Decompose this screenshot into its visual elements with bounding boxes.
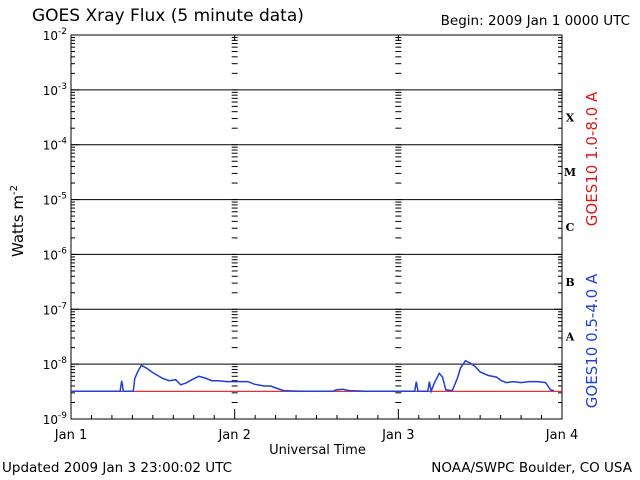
legend-long-channel: GOES10 1.0-8.0 A	[583, 91, 601, 227]
flare-class-labels: A B C M X	[564, 111, 576, 343]
minor-ticks	[71, 37, 562, 420]
flare-class-label: X	[566, 111, 575, 124]
credit-text: NOAA/SWPC Boulder, CO USA	[431, 460, 632, 476]
updated-timestamp: Updated 2009 Jan 3 23:00:02 UTC	[2, 460, 233, 476]
x-tick-label: Jan 4	[545, 428, 578, 443]
flare-class-label: A	[565, 331, 575, 344]
x-tick-labels: Jan 1 Jan 2 Jan 3 Jan 4	[54, 428, 578, 443]
series-line	[71, 359, 554, 395]
series-lines	[71, 359, 562, 395]
gridlines	[71, 89, 562, 365]
y-axis-label: Watts m-2	[9, 185, 27, 258]
flare-class-label: M	[564, 166, 576, 179]
y-tick-label: 10-5	[43, 192, 67, 208]
flare-class-label: B	[565, 276, 574, 289]
legend-short-channel: GOES10 0.5-4.0 A	[583, 273, 601, 409]
x-tick-label: Jan 2	[217, 428, 250, 443]
x-axis-label: Universal Time	[269, 443, 366, 458]
y-tick-label: 10-4	[43, 137, 68, 153]
y-tick-label: 10-3	[43, 82, 67, 98]
plot-frame	[70, 34, 563, 420]
begin-timestamp: Begin: 2009 Jan 1 0000 UTC	[440, 13, 630, 29]
day-tick-marks	[70, 35, 563, 420]
y-tick-labels: 10-9 10-8 10-7 10-6 10-5 10-4 10-3 10-2	[43, 27, 68, 427]
y-tick-label: 10-2	[43, 27, 67, 43]
y-tick-label: 10-6	[43, 246, 68, 262]
y-tick-label: 10-7	[43, 301, 67, 317]
x-tick-label: Jan 3	[381, 428, 414, 443]
flare-class-label: C	[566, 221, 575, 234]
x-tick-label: Jan 1	[54, 428, 87, 443]
y-tick-label: 10-9	[43, 411, 68, 427]
chart-title: GOES Xray Flux (5 minute data)	[32, 6, 304, 26]
y-tick-label: 10-8	[43, 356, 68, 372]
